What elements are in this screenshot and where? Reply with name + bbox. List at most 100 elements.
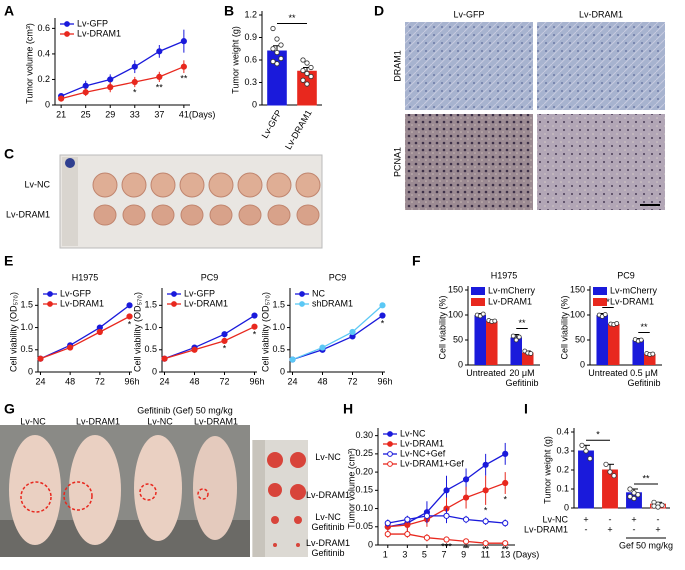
- data-point: [278, 55, 284, 62]
- legend-label: Lv-mCherry: [488, 285, 536, 295]
- data-point: [251, 312, 258, 319]
- tumor: [151, 204, 175, 226]
- data-point: [607, 469, 613, 475]
- x-tick-label-box: Untreated: [466, 368, 506, 378]
- chart-title: H1975: [72, 272, 99, 282]
- tumor-label: Lv-DRAM1 Gefitinib: [306, 538, 350, 558]
- x-tick-label: 72: [220, 376, 230, 386]
- data-point: [502, 479, 509, 487]
- y-tick-label: 0.3: [244, 77, 257, 87]
- tumor: [150, 172, 176, 198]
- table-cell: +: [607, 524, 612, 534]
- data-point: [587, 455, 593, 462]
- data-point: [502, 520, 509, 527]
- chart-title: PC9: [201, 272, 219, 282]
- legend-marker: [387, 461, 393, 467]
- data-point: [270, 58, 276, 65]
- x-tick-label: 41(Days): [179, 109, 216, 119]
- data-point: [631, 495, 637, 502]
- row-label: PCNA1: [392, 147, 402, 177]
- table-cell: +: [631, 514, 636, 524]
- y-tick-label: 0: [564, 502, 569, 512]
- legend-label: Lv-DRAM1: [610, 296, 654, 306]
- x-tick-label: 48: [190, 376, 200, 386]
- tumor: [179, 172, 205, 198]
- y-tick-label: 1.0: [144, 322, 157, 332]
- x-tick-label-box: Untreated: [588, 368, 628, 378]
- series-line: [164, 326, 255, 360]
- mouse-label: Lv-DRAM1: [76, 416, 120, 426]
- y-tick-label: 0: [368, 539, 373, 549]
- table-cell: -: [585, 524, 588, 534]
- data-point: [274, 36, 280, 42]
- x-tick-label: 96h: [378, 376, 393, 386]
- data-point: [579, 442, 585, 448]
- y-tick-label: 0.5: [144, 344, 157, 354]
- data-point: [516, 334, 522, 340]
- series-line: [164, 315, 255, 360]
- y-tick-label: 0: [28, 366, 33, 376]
- y-tick-label: 150: [448, 284, 463, 294]
- data-point: [191, 346, 198, 353]
- y-tick-label: 1.2: [244, 9, 257, 19]
- x-tick-label-box: 0.5 μM Gefitinib: [627, 368, 661, 388]
- y-tick-label: 0: [280, 366, 285, 376]
- data-point: [58, 95, 65, 102]
- legend-swatch: [471, 298, 485, 306]
- column-label: Lv-GFP: [453, 9, 484, 19]
- x-tick-label: 21: [56, 109, 66, 119]
- mouse-label: Lv-NC: [20, 416, 46, 426]
- bar: [522, 352, 534, 365]
- y-tick-label: 0.4: [556, 426, 569, 436]
- legend-label: Lv-GFP: [184, 288, 215, 298]
- legend-label: Lv-DRAM1+Gef: [400, 458, 464, 468]
- annotation: *: [253, 330, 257, 340]
- y-tick-label: 0.2: [37, 74, 50, 84]
- x-tick-label: 7: [442, 549, 447, 559]
- data-point: [528, 351, 534, 356]
- legend-marker: [387, 441, 393, 447]
- tumor: [237, 172, 263, 198]
- legend-label: Lv-DRAM1: [77, 28, 121, 38]
- data-point: [37, 355, 44, 362]
- data-point: [126, 313, 133, 320]
- series-line: [40, 304, 130, 360]
- data-point: [631, 490, 637, 496]
- panel-letter: F: [412, 253, 421, 269]
- data-point: [650, 351, 656, 357]
- data-point: [270, 46, 276, 52]
- legend-label: Lv-DRAM1: [184, 298, 228, 308]
- y-tick-label: 100: [570, 309, 585, 319]
- x-tick-label: 37: [154, 109, 164, 119]
- y-tick-label: 0: [152, 366, 157, 376]
- data-point: [404, 530, 411, 538]
- y-tick-label: 0.4: [37, 48, 50, 58]
- y-tick-label: 1.5: [144, 300, 157, 310]
- data-point: [627, 493, 633, 500]
- data-point: [603, 461, 609, 467]
- x-tick-label: Untreated: [466, 368, 506, 378]
- y-axis-label: Cell viability (OD₅₇₀): [8, 292, 18, 372]
- tumor-label-box: Lv-DRAM1: [306, 490, 350, 500]
- bar: [644, 354, 656, 365]
- data-point: [180, 38, 187, 45]
- data-point: [289, 356, 296, 363]
- table-cell: -: [657, 514, 660, 524]
- tumor: [180, 204, 204, 226]
- data-point: [131, 63, 138, 70]
- x-tick-label: 11: [481, 549, 490, 559]
- legend-swatch: [471, 287, 485, 295]
- data-point: [300, 77, 306, 83]
- data-point: [655, 504, 661, 510]
- legend-marker: [299, 291, 305, 297]
- bar: [486, 321, 498, 365]
- table-cell: -: [633, 524, 636, 534]
- mouse-label: Lv-NC: [147, 416, 173, 426]
- y-tick-label: 1.0: [20, 322, 33, 332]
- x-tick-label: 0.5 μM Gefitinib: [627, 368, 661, 388]
- data-point: [482, 461, 489, 468]
- y-axis-label: Cell viability (%): [437, 295, 447, 359]
- data-point: [502, 540, 509, 547]
- column-label: Lv-DRAM1: [579, 9, 623, 19]
